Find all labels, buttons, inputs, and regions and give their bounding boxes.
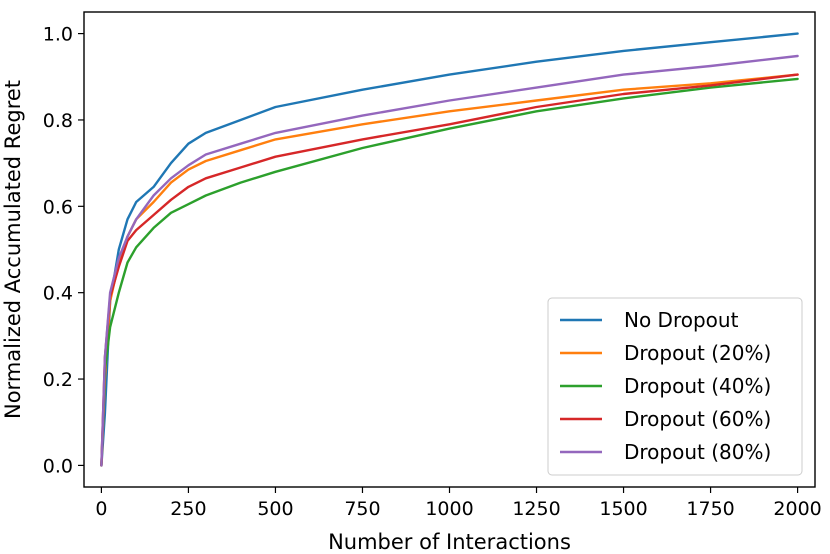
legend-label: Dropout (20%) (624, 341, 771, 365)
legend-box (547, 297, 803, 476)
series-line-2 (100, 77, 799, 467)
x-tick-label: 750 (344, 498, 380, 520)
series-line-3 (100, 73, 799, 467)
legend-label: Dropout (80%) (624, 440, 771, 464)
y-tick-label: 1.0 (43, 24, 73, 46)
x-tick-label: 1000 (425, 498, 473, 520)
x-axis-label: Number of Interactions (328, 530, 571, 554)
y-tick-label: 0.4 (43, 283, 73, 305)
plot-lines (100, 32, 799, 467)
x-tick-label: 250 (170, 498, 206, 520)
y-tick-label: 0.6 (43, 196, 73, 218)
series-line-0 (100, 32, 799, 467)
x-tick-label: 1500 (599, 498, 647, 520)
legend-label: No Dropout (624, 308, 739, 332)
y-axis-label: Normalized Accumulated Regret (1, 80, 25, 419)
series-line-4 (100, 54, 799, 467)
legend: No Dropout Dropout (20%) Dropout (40%) Drop… (547, 297, 803, 476)
x-tick-label: 1250 (512, 498, 560, 520)
legend-label: Dropout (60%) (624, 407, 771, 431)
x-tick-label: 2000 (773, 498, 821, 520)
y-tick-label: 0.8 (43, 110, 73, 132)
legend-label: Dropout (40%) (624, 374, 771, 398)
x-tick-label: 500 (257, 498, 293, 520)
y-tick-label: 0.0 (43, 455, 73, 477)
y-axis-ticks: 0.0 0.2 0.4 0.6 0.8 1.0 (43, 24, 84, 477)
x-tick-label: 0 (95, 498, 107, 520)
x-axis-ticks: 0 250 500 750 1000 1250 1500 1750 2000 (95, 487, 822, 520)
y-tick-label: 0.2 (43, 369, 73, 391)
x-tick-label: 1750 (686, 498, 734, 520)
